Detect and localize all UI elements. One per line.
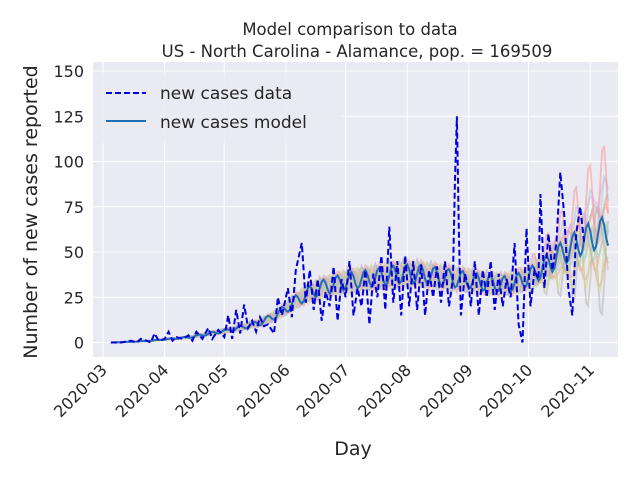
- x-axis-label: Day: [334, 438, 372, 460]
- series-lines: [110, 116, 610, 344]
- y-tick-label: 25: [64, 288, 84, 307]
- legend-label-data: new cases data: [160, 84, 292, 104]
- legend-label-model: new cases model: [160, 113, 307, 133]
- y-tick-label: 125: [53, 107, 84, 126]
- legend-box: [93, 73, 343, 143]
- y-tick-label: 75: [64, 198, 84, 217]
- y-tick-label: 50: [64, 243, 84, 262]
- legend: new cases data new cases model: [93, 73, 343, 143]
- y-tick-label: 150: [53, 62, 84, 81]
- chart-subtitle: US - North Carolina - Alamance, pop. = 1…: [162, 42, 553, 61]
- chart-title: Model comparison to data: [242, 20, 457, 39]
- y-axis-label: Number of new cases reported: [20, 65, 42, 358]
- y-tick-label: 100: [53, 153, 84, 172]
- series-line-new-cases-data: [110, 116, 586, 344]
- y-tick-label: 0: [74, 334, 84, 353]
- y-tick-labels: 0 25 50 75 100 125 150: [53, 62, 84, 352]
